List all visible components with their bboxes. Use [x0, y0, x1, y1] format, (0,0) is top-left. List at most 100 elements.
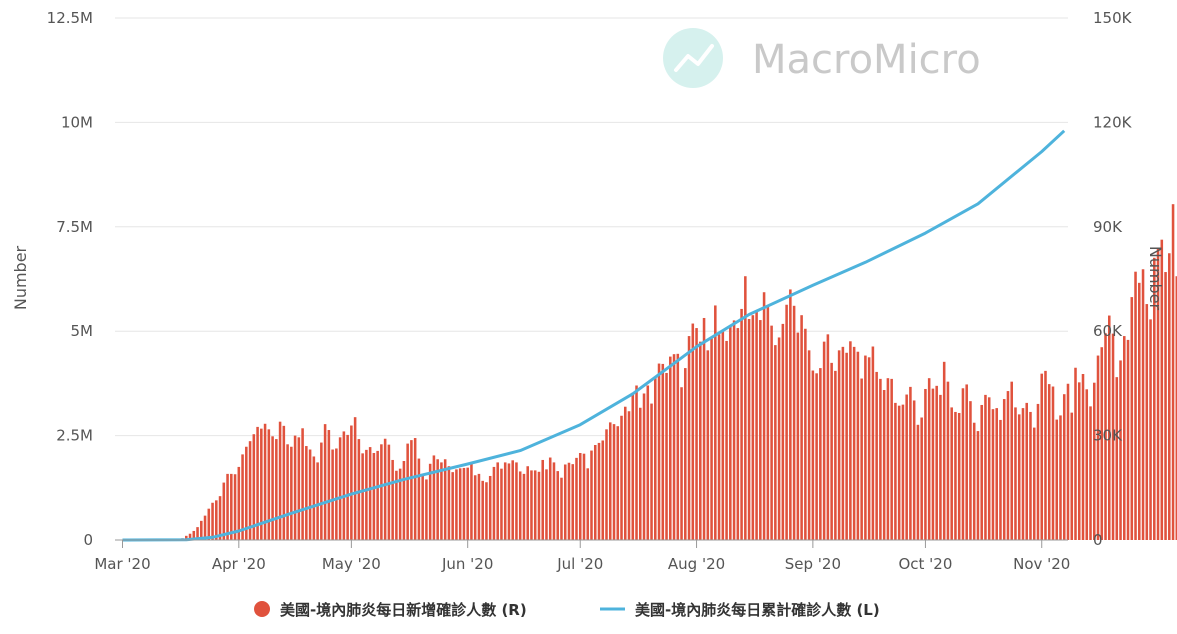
daily-new-bar[interactable] — [263, 423, 267, 540]
daily-new-bar[interactable] — [406, 443, 409, 540]
daily-new-bar[interactable] — [518, 471, 522, 540]
daily-new-bar[interactable] — [1070, 412, 1074, 540]
daily-new-bar[interactable] — [391, 459, 394, 540]
daily-new-bar[interactable] — [834, 370, 837, 540]
daily-new-bar[interactable] — [1089, 406, 1092, 540]
daily-new-bar[interactable] — [215, 500, 218, 540]
daily-new-bar[interactable] — [980, 404, 983, 540]
daily-new-bar[interactable] — [601, 440, 605, 540]
daily-new-bar[interactable] — [327, 430, 331, 540]
daily-new-bar[interactable] — [443, 459, 447, 540]
daily-new-bar[interactable] — [605, 429, 608, 540]
daily-new-bar[interactable] — [867, 357, 871, 540]
daily-new-bar[interactable] — [702, 317, 706, 540]
daily-new-bar[interactable] — [353, 417, 357, 540]
daily-new-bar[interactable] — [308, 449, 312, 540]
daily-new-bar[interactable] — [503, 462, 507, 540]
daily-new-bar[interactable] — [1115, 377, 1119, 540]
daily-new-bar[interactable] — [421, 473, 424, 540]
daily-new-bar[interactable] — [661, 363, 665, 540]
daily-new-bar[interactable] — [987, 397, 991, 540]
daily-new-bar[interactable] — [1081, 374, 1085, 540]
daily-new-bar[interactable] — [515, 462, 518, 540]
daily-new-bar[interactable] — [991, 409, 995, 540]
daily-new-bar[interactable] — [894, 402, 897, 540]
legend[interactable]: 美國-境內肺炎每日新增確診人數 (R) 美國-境內肺炎每日累計確診人數 (L) — [254, 601, 880, 619]
daily-new-bar[interactable] — [1123, 336, 1126, 540]
daily-new-bar[interactable] — [365, 449, 368, 540]
daily-new-bar[interactable] — [230, 473, 233, 540]
daily-new-bar[interactable] — [927, 378, 931, 540]
daily-new-bar[interactable] — [721, 330, 725, 540]
daily-new-bar[interactable] — [346, 434, 349, 540]
daily-new-bar[interactable] — [879, 378, 882, 540]
daily-new-bar[interactable] — [376, 450, 379, 540]
daily-new-bar[interactable] — [946, 381, 950, 540]
daily-new-bar[interactable] — [1164, 272, 1167, 540]
daily-new-bar[interactable] — [909, 386, 912, 540]
daily-new-bar[interactable] — [342, 431, 346, 540]
daily-new-bar[interactable] — [1051, 386, 1055, 540]
daily-new-bar[interactable] — [665, 372, 668, 540]
daily-new-bar[interactable] — [541, 459, 544, 540]
daily-new-bar[interactable] — [792, 305, 796, 540]
daily-new-bar[interactable] — [924, 388, 927, 540]
daily-new-bar[interactable] — [1017, 414, 1021, 540]
daily-new-bar[interactable] — [785, 304, 788, 540]
daily-new-bar[interactable] — [578, 453, 582, 540]
daily-new-bar[interactable] — [436, 459, 439, 540]
daily-new-bar[interactable] — [590, 450, 593, 540]
daily-new-bar[interactable] — [856, 351, 860, 540]
daily-new-bar[interactable] — [1092, 382, 1096, 540]
daily-new-bar[interactable] — [218, 496, 222, 540]
daily-new-bar[interactable] — [1130, 297, 1134, 540]
daily-new-bar[interactable] — [533, 470, 537, 540]
daily-new-bar[interactable] — [537, 471, 541, 540]
daily-new-bar[interactable] — [710, 338, 713, 540]
daily-new-bar[interactable] — [1138, 282, 1141, 540]
daily-new-bar[interactable] — [488, 475, 492, 540]
daily-new-bar[interactable] — [548, 457, 552, 540]
daily-new-bar[interactable] — [950, 407, 953, 540]
daily-new-bar[interactable] — [1168, 253, 1171, 540]
daily-new-bar[interactable] — [297, 437, 301, 540]
daily-new-bar[interactable] — [477, 473, 481, 540]
daily-new-bar[interactable] — [826, 334, 830, 540]
daily-new-bar[interactable] — [552, 462, 556, 540]
daily-new-bar[interactable] — [338, 437, 342, 540]
daily-new-bar[interactable] — [852, 346, 856, 540]
legend-item-daily-new[interactable]: 美國-境內肺炎每日新增確診人數 (R) — [254, 601, 527, 619]
daily-new-bar[interactable] — [657, 363, 661, 540]
daily-new-bar[interactable] — [1014, 407, 1017, 540]
daily-new-bar[interactable] — [473, 475, 477, 540]
daily-new-bar[interactable] — [860, 378, 863, 540]
daily-new-bar[interactable] — [1047, 384, 1051, 540]
daily-new-bar[interactable] — [897, 405, 901, 540]
daily-new-bar[interactable] — [290, 446, 293, 540]
daily-new-bar[interactable] — [699, 341, 702, 540]
daily-new-bar[interactable] — [432, 455, 436, 540]
daily-new-bar[interactable] — [507, 463, 511, 540]
daily-new-bar[interactable] — [841, 346, 845, 540]
daily-new-bar[interactable] — [192, 530, 196, 540]
daily-new-bar[interactable] — [931, 388, 935, 540]
daily-new-bar[interactable] — [804, 328, 807, 540]
daily-new-bar[interactable] — [368, 447, 372, 540]
daily-new-bar[interactable] — [1141, 269, 1145, 540]
daily-new-bar[interactable] — [1100, 347, 1104, 540]
daily-new-bar[interactable] — [301, 428, 304, 540]
daily-new-bar[interactable] — [807, 350, 811, 540]
daily-new-bar[interactable] — [1044, 370, 1047, 540]
daily-new-bar[interactable] — [635, 385, 638, 540]
daily-new-bar[interactable] — [320, 442, 323, 540]
daily-new-bar[interactable] — [774, 345, 777, 540]
daily-new-bar[interactable] — [916, 424, 920, 540]
daily-new-bar[interactable] — [935, 385, 938, 540]
daily-new-bar[interactable] — [845, 352, 848, 540]
daily-new-bar[interactable] — [1149, 319, 1152, 540]
daily-new-bar[interactable] — [425, 479, 428, 540]
daily-new-bar[interactable] — [642, 393, 646, 540]
daily-new-bar[interactable] — [267, 429, 271, 540]
daily-new-bar[interactable] — [211, 502, 214, 540]
daily-new-bar[interactable] — [608, 422, 612, 540]
